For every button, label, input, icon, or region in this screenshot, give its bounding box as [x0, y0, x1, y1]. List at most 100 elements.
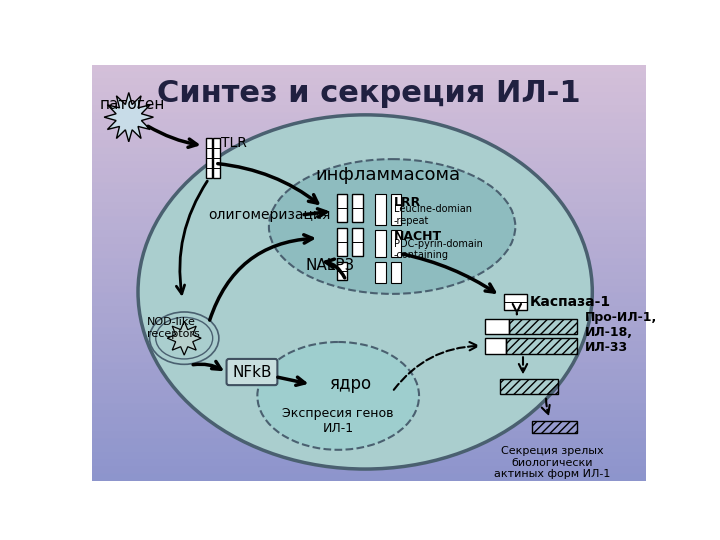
Bar [92, 294, 647, 301]
Bar [92, 183, 647, 190]
Bar [92, 204, 647, 211]
Bar [206, 138, 212, 178]
Text: Про-ИЛ-1,
ИЛ-18,
ИЛ-33: Про-ИЛ-1, ИЛ-18, ИЛ-33 [585, 311, 657, 354]
Bar [92, 342, 647, 350]
Bar [92, 425, 647, 433]
Text: Синтез и секреция ИЛ-1: Синтез и секреция ИЛ-1 [157, 79, 581, 107]
Bar [92, 307, 647, 315]
Bar [337, 228, 348, 256]
Bar [92, 231, 647, 239]
Bar [92, 418, 647, 426]
Bar [92, 273, 647, 280]
Text: LRR: LRR [394, 195, 421, 208]
Text: Leucine-domian
-repeat: Leucine-domian -repeat [394, 204, 472, 226]
Bar [375, 194, 386, 225]
Bar [390, 262, 401, 284]
Bar [213, 138, 220, 178]
Bar [92, 383, 647, 392]
Bar [92, 99, 647, 107]
Bar [390, 230, 401, 257]
Bar [390, 194, 401, 225]
Bar [375, 230, 386, 257]
Bar [92, 287, 647, 294]
Ellipse shape [138, 115, 593, 469]
Bar [92, 85, 647, 93]
Bar [92, 335, 647, 343]
Bar [92, 328, 647, 336]
Bar [92, 439, 647, 447]
Text: ядро: ядро [329, 375, 371, 393]
Bar [92, 314, 647, 322]
FancyBboxPatch shape [227, 359, 277, 385]
Bar [92, 474, 647, 481]
Bar [92, 92, 647, 100]
Bar [92, 217, 647, 225]
Text: Секреция зрелых
биологически
актиных форм ИЛ-1: Секреция зрелых биологически актиных фор… [494, 446, 611, 479]
Bar [92, 176, 647, 184]
Bar [92, 190, 647, 197]
Bar [92, 390, 647, 398]
Bar [92, 197, 647, 204]
Bar [92, 127, 647, 135]
Text: Экспресия генов
ИЛ-1: Экспресия генов ИЛ-1 [282, 408, 394, 435]
Bar [92, 245, 647, 253]
Bar [92, 155, 647, 163]
Bar [92, 162, 647, 170]
Bar [92, 404, 647, 412]
Ellipse shape [257, 342, 419, 450]
Bar [485, 338, 506, 354]
Bar [92, 168, 647, 177]
Text: NFkB: NFkB [233, 364, 271, 380]
Bar [92, 211, 647, 218]
Ellipse shape [269, 159, 516, 294]
Text: инфламмасома: инфламмасома [315, 166, 461, 185]
Bar [92, 120, 647, 128]
Bar [92, 141, 647, 148]
Text: NALP3: NALP3 [306, 258, 355, 273]
Bar [92, 238, 647, 246]
Text: патоген: патоген [99, 97, 165, 112]
Bar [92, 446, 647, 454]
Bar [92, 224, 647, 232]
Bar [92, 370, 647, 377]
Bar [92, 266, 647, 273]
Bar [352, 228, 363, 256]
Bar [485, 319, 509, 334]
Text: NACHT: NACHT [394, 231, 442, 244]
Polygon shape [104, 92, 153, 142]
Bar [92, 280, 647, 287]
Bar [504, 294, 527, 309]
Polygon shape [167, 321, 201, 355]
Bar [509, 319, 577, 334]
Text: олигомеризация: олигомеризация [208, 208, 330, 222]
Bar [92, 79, 647, 86]
Bar [92, 356, 647, 363]
Bar [375, 262, 386, 284]
Bar [337, 262, 348, 280]
Bar [92, 432, 647, 440]
Bar [92, 134, 647, 142]
Bar [92, 397, 647, 405]
Bar [500, 379, 559, 394]
Bar [92, 106, 647, 114]
Bar [92, 72, 647, 79]
Bar [506, 338, 577, 354]
Bar [92, 460, 647, 468]
Text: Каспаза-1: Каспаза-1 [530, 295, 611, 309]
Bar [92, 411, 647, 419]
Ellipse shape [150, 312, 219, 365]
Text: PDC-pyrin-domain
-containing: PDC-pyrin-domain -containing [394, 239, 482, 260]
Bar [92, 148, 647, 156]
Bar [92, 377, 647, 384]
Bar [92, 349, 647, 356]
Bar [92, 300, 647, 308]
Bar [352, 194, 363, 222]
Ellipse shape [156, 318, 212, 359]
Bar [92, 467, 647, 475]
Bar [532, 421, 577, 433]
Bar [92, 252, 647, 260]
Text: TLR: TLR [221, 136, 247, 150]
Bar [337, 194, 348, 222]
Bar [92, 113, 647, 121]
Bar [92, 363, 647, 370]
